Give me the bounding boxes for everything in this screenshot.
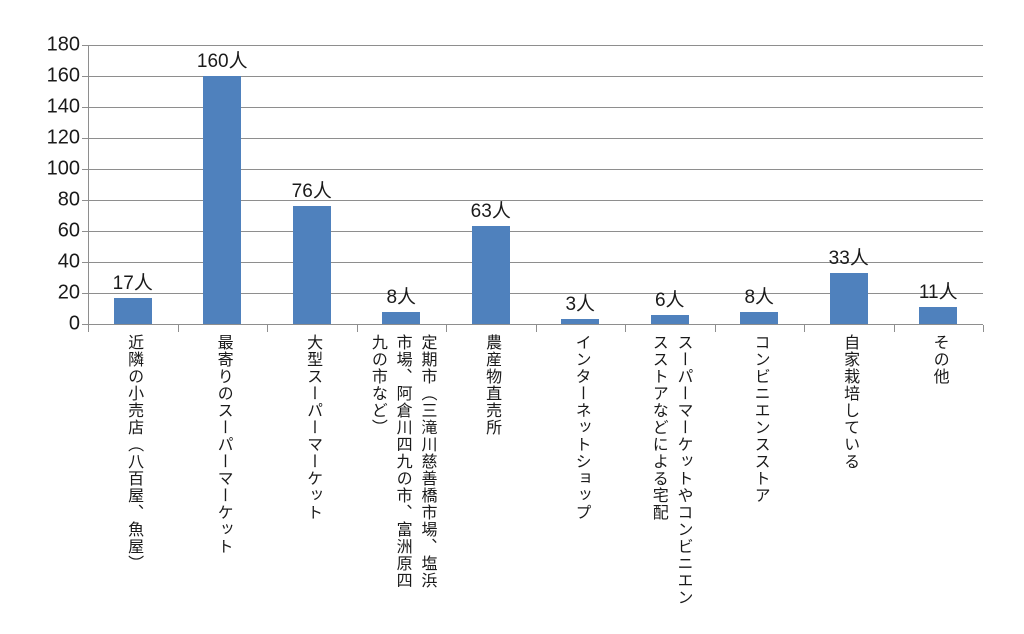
x-axis-tick-mark [267,325,268,332]
y-axis-tick-label: 60 [57,219,80,242]
x-axis-tick-mark [714,325,716,332]
category-label-text: 定期市（三滝川慈善橋市場、塩浜 市場、阿倉川四九の市、富洲原四 九の市など） [368,334,436,589]
category-label-text: その他 [930,334,948,385]
category-label-text: コンビニエンスストア [751,334,769,504]
gridline-y-40 [88,262,983,263]
y-axis-tick-label: 100 [46,157,80,180]
y-axis-line [88,45,89,331]
gridline-y-160 [88,76,983,77]
gridline-y-120 [88,138,983,139]
x-axis-tick-mark [356,325,358,332]
gridline-y-180 [88,45,983,46]
category-label-text: 近隣の小売店（八百屋、魚屋） [125,334,143,572]
category-label: 自家栽培している [804,334,894,632]
bar-value-label: 3人 [565,294,596,316]
bar-4 [471,226,510,324]
x-axis-tick-mark [446,325,447,332]
category-label: 定期市（三滝川慈善橋市場、塩浜 市場、阿倉川四九の市、富洲原四 九の市など） [357,334,447,632]
category-label: 最寄りのスーパーマーケット [178,334,268,632]
x-axis-tick-mark [893,325,895,332]
category-label: 近隣の小売店（八百屋、魚屋） [88,334,178,632]
bar-8 [829,272,868,324]
bar-value-label: 8人 [386,286,417,308]
x-axis-tick-mark [177,325,179,332]
category-label: スーパーマーケットやコンビニエン スストアなどによる宅配 [625,334,715,632]
category-label: 農産物直売所 [446,334,536,632]
bar-0 [113,297,152,324]
x-axis-tick-mark [625,325,626,332]
category-label: インターネットショップ [536,334,626,632]
gridline-y-100 [88,169,983,170]
y-axis-tick-label: 40 [57,250,80,273]
bar-value-label: 8人 [744,286,775,308]
gridline-y-60 [88,231,983,232]
y-axis-tick-mark [82,324,88,325]
y-axis-tick-mark [82,262,88,263]
bar-2 [292,206,331,324]
bar-value-label: 6人 [654,289,685,311]
bar-7 [740,311,779,324]
y-axis-tick-mark [82,76,88,77]
bar-value-label: 33人 [828,247,869,269]
category-label-text: 農産物直売所 [483,334,501,436]
y-axis-tick-mark [82,45,88,46]
y-axis-tick-mark [82,231,88,232]
bar-value-label: 63人 [470,201,511,223]
category-label: 大型スーパーマーケット [267,334,357,632]
bar-1 [203,76,242,324]
gridline-y-80 [88,200,983,201]
bar-value-label: 76人 [291,181,332,203]
y-axis-tick-label: 180 [46,33,80,56]
bar-value-label: 11人 [918,281,958,303]
y-axis-tick-mark [82,138,88,139]
category-label-text: 大型スーパーマーケット [304,334,322,521]
y-axis-tick-mark [82,200,88,201]
bar-3 [382,311,421,324]
y-axis-tick-label: 140 [46,95,80,118]
bar-6 [650,314,689,324]
y-axis-tick-label: 20 [57,281,80,304]
category-label-text: 最寄りのスーパーマーケット [214,334,232,555]
y-axis-tick-mark [82,169,88,170]
y-axis-tick-label: 160 [46,64,80,87]
gridline-y-140 [88,107,983,108]
bar-value-label: 160人 [196,51,248,72]
y-axis-tick-mark [82,107,88,108]
y-axis-tick-label: 0 [68,312,80,335]
gridline-y-20 [88,293,983,294]
y-axis-tick-label: 120 [46,126,80,149]
category-label: コンビニエンスストア [715,334,805,632]
bar-value-label: 17人 [112,272,153,294]
category-label-text: インターネットショップ [572,334,590,521]
category-label-text: スーパーマーケットやコンビニエン スストアなどによる宅配 [649,334,692,606]
x-axis-line [88,324,983,325]
x-axis-tick-mark [804,325,805,332]
category-label: その他 [894,334,984,632]
y-axis-tick-label: 80 [57,188,80,211]
y-axis-tick-mark [82,293,88,294]
x-axis-tick-mark [535,325,537,332]
category-label-text: 自家栽培している [841,334,859,470]
x-axis-tick-mark [88,325,89,332]
x-axis-tick-mark [983,325,984,332]
bar-5 [561,319,600,324]
bar-9 [919,306,958,324]
